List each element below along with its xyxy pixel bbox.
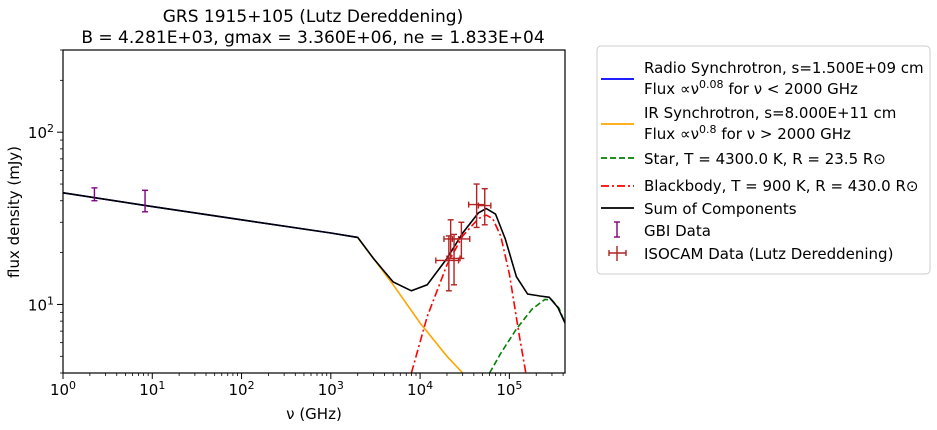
x-tick-label-4: 104 — [407, 379, 433, 399]
series-layer — [63, 192, 565, 373]
y-tick-label-1: 102 — [28, 122, 54, 142]
x-tick-label-1: 101 — [139, 379, 165, 399]
legend-label-1: IR Synchrotron, s=8.000E+11 cm — [644, 104, 896, 122]
errorbar-1-3 — [451, 221, 471, 260]
plot-frame — [62, 49, 566, 374]
legend-label-gbi: GBI Data — [644, 222, 711, 240]
legend-label-2: Star, T = 4300.0 K, R = 23.5 R⊙ — [644, 150, 886, 168]
legend-label-0: Radio Synchrotron, s=1.500E+09 cm — [644, 59, 924, 77]
errorbar-1-5 — [477, 187, 492, 226]
x-tick-label-0: 100 — [50, 379, 76, 399]
legend-note-1: Flux ∝ν0.8 for ν > 2000 GHz — [644, 123, 851, 143]
x-axis-label: ν (GHz) — [286, 405, 342, 423]
legend-note-0: Flux ∝ν0.08 for ν < 2000 GHz — [644, 78, 858, 98]
series-line-4 — [63, 192, 565, 324]
chart-title: GRS 1915+105 (Lutz Dereddening) — [163, 7, 463, 27]
legend-frame — [596, 45, 931, 275]
y-axis-label: flux density (mJy) — [5, 146, 23, 278]
axes-layer: 100 101 102 103 104 105 101 102 — [28, 49, 564, 399]
errorbar-0-1 — [142, 189, 149, 213]
x-tick-label-3: 103 — [318, 379, 344, 399]
x-tick-label-5: 105 — [496, 379, 522, 399]
legend-label-3: Blackbody, T = 900 K, R = 430.0 R⊙ — [644, 177, 918, 195]
series-line-2 — [488, 298, 565, 373]
errorbar-layer — [91, 183, 492, 292]
chart-subtitle: B = 4.281E+03, gmax = 3.360E+06, ne = 1.… — [81, 28, 544, 48]
legend-label-isocam: ISOCAM Data (Lutz Dereddening) — [644, 245, 893, 263]
y-tick-label-0: 101 — [28, 294, 54, 314]
series-line-3 — [410, 214, 527, 373]
errorbar-0-0 — [91, 187, 98, 202]
legend-label-4: Sum of Components — [644, 200, 797, 218]
x-tick-label-2: 102 — [228, 379, 254, 399]
